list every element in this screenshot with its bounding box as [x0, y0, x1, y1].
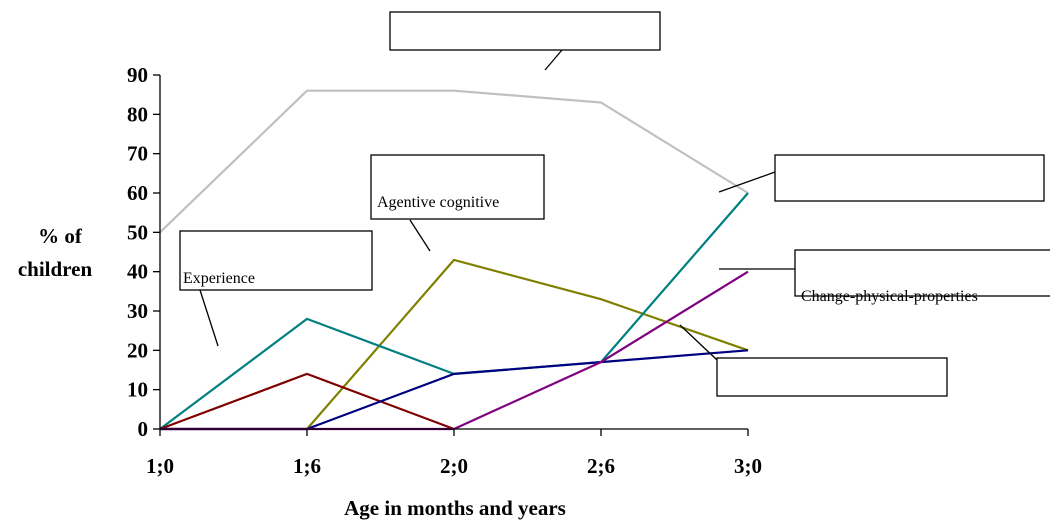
callout-label: Experience — [183, 270, 255, 287]
y-tick-label: 60 — [127, 181, 148, 205]
callout-leader-line — [679, 324, 718, 361]
callout-box — [370, 154, 545, 220]
callout-label: Agentive cognitive — [377, 194, 499, 211]
callout-box — [774, 154, 1045, 202]
axes-layer: 0 10 20 30 40 50 60 70 80 90 1;0 1;6 2;0 2;6 3;0 — [127, 63, 762, 478]
y-axis-title-line: % of — [38, 224, 83, 248]
y-tick-label: 90 — [127, 63, 148, 87]
x-tick-label: 3;0 — [734, 454, 762, 478]
callout-box — [716, 357, 948, 397]
y-tick-label: 0 — [138, 417, 149, 441]
y-tick-label: 70 — [127, 142, 148, 166]
x-tick-label: 1;0 — [146, 454, 174, 478]
x-axis-title: Age in months and years — [344, 496, 566, 520]
callout-box — [179, 230, 373, 291]
y-axis-title-line: children — [18, 257, 93, 281]
callout-box — [794, 249, 1050, 297]
y-tick-label: 50 — [127, 220, 148, 244]
y-tick-label: 40 — [127, 260, 148, 284]
x-tick-label: 2;6 — [587, 454, 615, 478]
y-tick-label: 10 — [127, 378, 148, 402]
y-tick-label: 30 — [127, 299, 148, 323]
y-tick-label: 20 — [127, 338, 148, 362]
callout-box — [389, 11, 661, 51]
callout-leader-line — [718, 171, 776, 193]
callout-label: Change-physical-properties — [801, 288, 978, 305]
x-tick-label: 2;0 — [440, 454, 468, 478]
series-line-4 — [159, 372, 455, 431]
y-axis-title: % of children — [18, 224, 93, 281]
callout-leader-line — [199, 289, 219, 347]
series-line-1 — [159, 89, 749, 234]
callout-leader-line — [409, 219, 431, 252]
series-line-3 — [159, 192, 749, 430]
callout-leader-line — [544, 49, 563, 71]
callout-layer: Agentive cognitive Experience Change-physi… — [179, 11, 1050, 397]
y-tick-label: 80 — [127, 102, 148, 126]
x-tick-label: 1;6 — [293, 454, 321, 478]
